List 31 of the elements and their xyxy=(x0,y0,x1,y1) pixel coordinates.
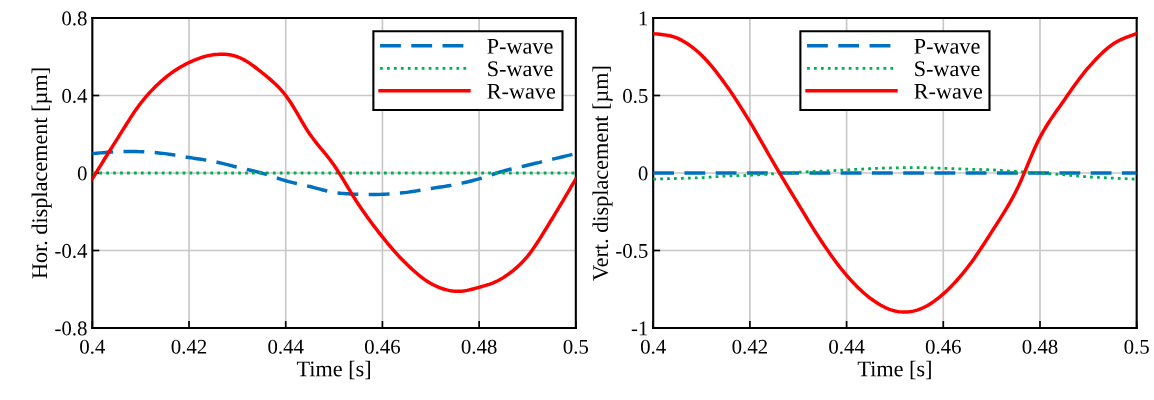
y-tick-label: 1 xyxy=(639,11,648,26)
x-tick-label: 0.5 xyxy=(1124,339,1149,354)
x-tick-label: 0.48 xyxy=(1022,339,1058,354)
y-tick-label: 0 xyxy=(77,166,87,181)
legend-label: S-wave xyxy=(488,61,553,77)
y-tick-label: -0.5 xyxy=(616,243,648,259)
legend-label: R-wave xyxy=(487,84,556,99)
y-tick-label: -1 xyxy=(631,321,648,336)
x-tick-label: 0.5 xyxy=(563,339,589,354)
x-tick-label: 0.4 xyxy=(80,339,106,354)
y-axis-title: Hor. displacement [µm] xyxy=(31,68,52,279)
x-axis-title: Time [s] xyxy=(296,360,370,380)
x-tick-label: 0.42 xyxy=(732,339,767,354)
y-tick-label: -0.8 xyxy=(55,321,87,336)
y-tick-label: 0.4 xyxy=(62,88,88,104)
legend-label: P-wave xyxy=(914,39,980,54)
legend-label: P-wave xyxy=(487,39,553,54)
legend-label: S-wave xyxy=(915,61,980,77)
x-tick-label: 0.48 xyxy=(461,339,497,354)
x-tick-label: 0.46 xyxy=(364,339,401,354)
y-tick-label: 0.5 xyxy=(623,88,648,104)
y-tick-label: 0.8 xyxy=(62,11,87,26)
x-tick-label: 0.46 xyxy=(925,339,961,354)
x-axis-title: Time [s] xyxy=(857,360,931,380)
y-tick-label: -0.4 xyxy=(55,243,88,259)
x-tick-label: 0.44 xyxy=(829,339,865,354)
legend-label: R-wave xyxy=(914,84,983,99)
x-tick-label: 0.42 xyxy=(171,339,207,354)
y-tick-label: 0 xyxy=(638,166,648,181)
x-tick-label: 0.44 xyxy=(268,339,304,354)
y-axis-title: Vert. displacement [µm] xyxy=(592,66,613,281)
